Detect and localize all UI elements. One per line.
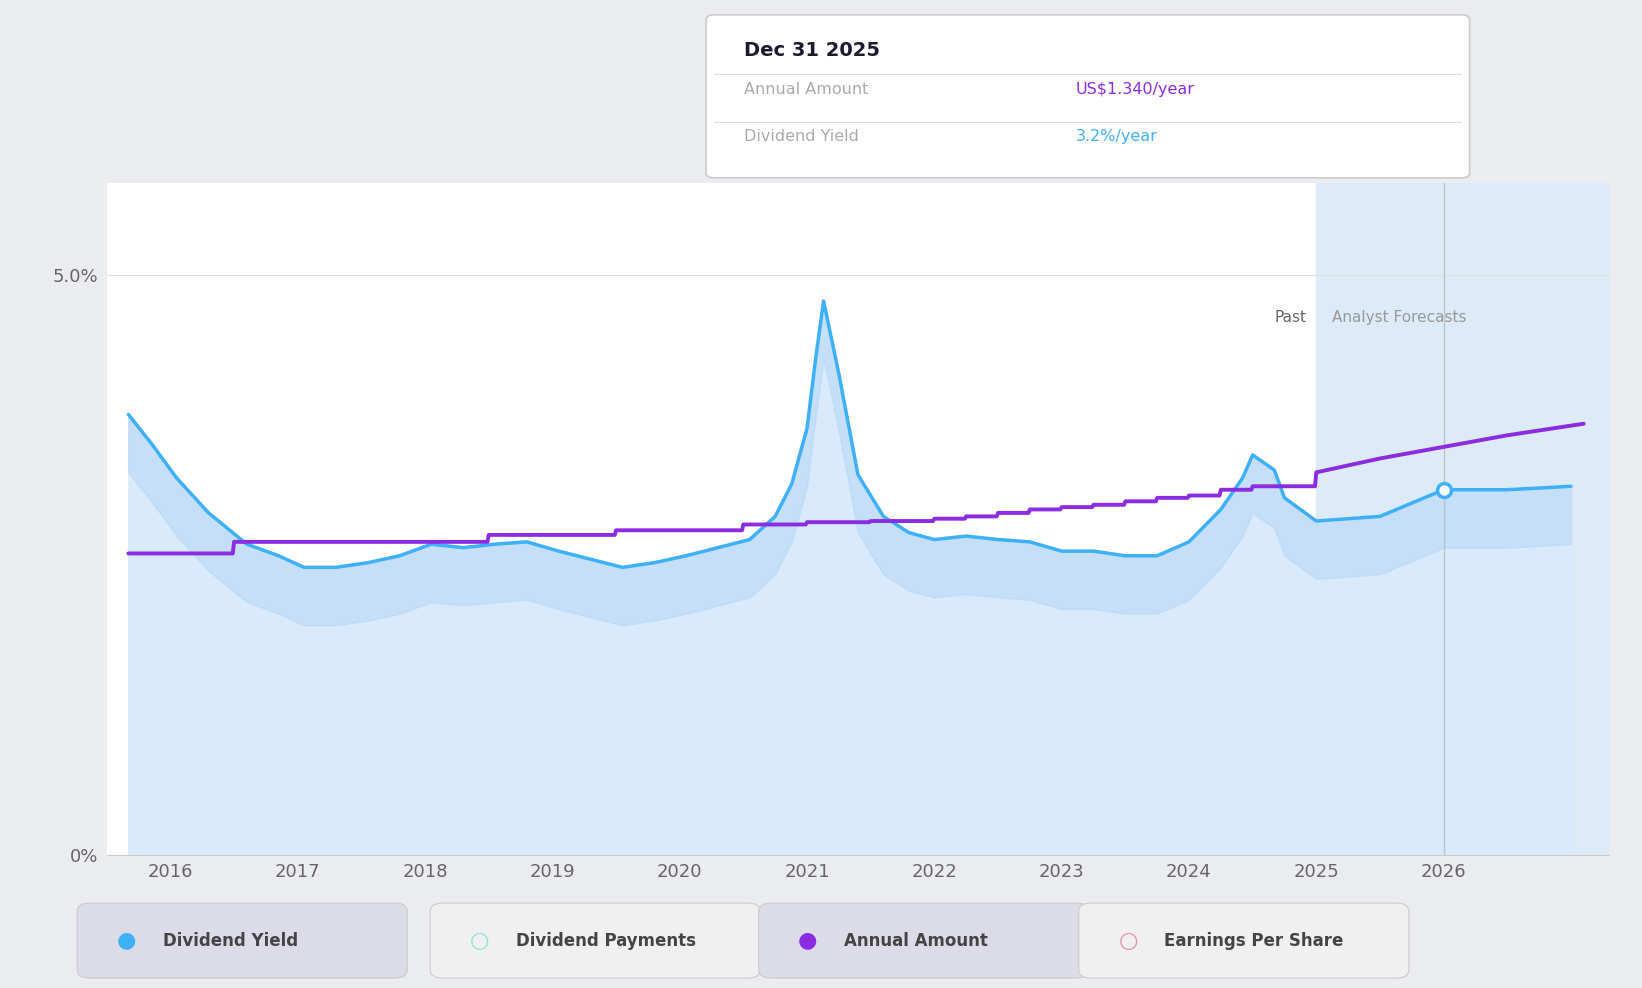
Text: Past: Past xyxy=(1274,309,1305,325)
Text: Annual Amount: Annual Amount xyxy=(744,82,869,97)
Text: Analyst Forecasts: Analyst Forecasts xyxy=(1332,309,1466,325)
Text: ●: ● xyxy=(117,931,136,950)
Text: 3.2%/year: 3.2%/year xyxy=(1076,129,1158,144)
Text: ○: ○ xyxy=(1118,931,1138,950)
Text: Dividend Payments: Dividend Payments xyxy=(516,932,696,949)
Text: ●: ● xyxy=(798,931,818,950)
Text: US$1.340/year: US$1.340/year xyxy=(1076,82,1194,97)
Text: Annual Amount: Annual Amount xyxy=(844,932,988,949)
Text: Dividend Yield: Dividend Yield xyxy=(744,129,859,144)
Text: Dec 31 2025: Dec 31 2025 xyxy=(744,41,880,60)
Text: Earnings Per Share: Earnings Per Share xyxy=(1164,932,1343,949)
Bar xyxy=(1317,183,1609,855)
Text: Dividend Yield: Dividend Yield xyxy=(163,932,297,949)
Text: ○: ○ xyxy=(470,931,489,950)
